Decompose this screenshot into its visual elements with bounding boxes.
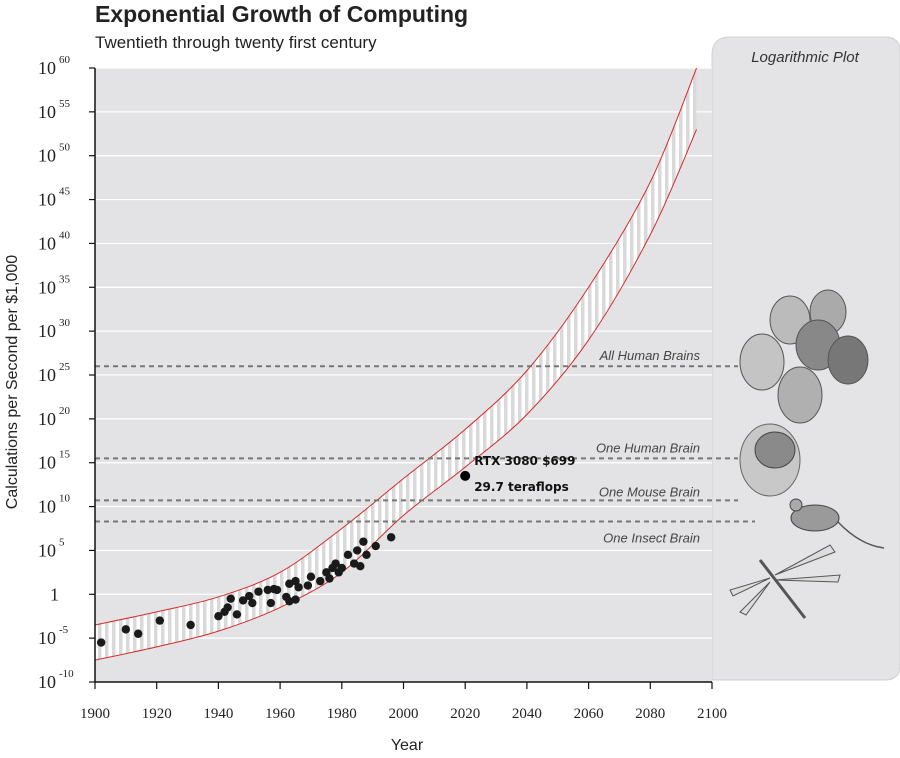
- data-point: [331, 559, 340, 568]
- data-point: [303, 581, 313, 590]
- panel-label: Logarithmic Plot: [751, 49, 859, 66]
- data-point: [337, 563, 346, 573]
- reference-lines: All Human Brains One Human Brain One Mouse…: [95, 348, 755, 545]
- x-tick-label: 1980: [327, 706, 357, 722]
- grid-lines: [95, 67, 712, 683]
- x-tick-label: 1960: [265, 706, 295, 722]
- data-point: [266, 598, 276, 608]
- y-tick-label: 10: [38, 102, 56, 122]
- data-point: [263, 585, 272, 595]
- y-tick-label: 10: [38, 453, 56, 473]
- y-tick-exponent: 60: [59, 54, 71, 66]
- y-tick-label: 10: [38, 409, 56, 429]
- y-tick-exponent: 55: [59, 98, 71, 110]
- y-tick-exponent: 50: [59, 142, 71, 154]
- data-point: [386, 533, 396, 542]
- reference-label: One Human Brain: [596, 440, 700, 455]
- x-tick-label: 2020: [450, 706, 480, 722]
- y-tick-label: 10: [38, 365, 56, 385]
- dragonfly-illustration: [729, 544, 841, 619]
- data-point: [248, 598, 257, 608]
- x-tick-label: 1940: [203, 706, 233, 722]
- data-point: [232, 610, 242, 619]
- x-tick-label: 2040: [512, 706, 542, 722]
- y-tick-label: 1: [50, 584, 59, 604]
- y-tick-label: 10: [38, 540, 56, 560]
- data-point: [155, 616, 164, 625]
- brain-head-illustration: [739, 423, 801, 497]
- data-point: [226, 594, 235, 603]
- y-tick-exponent: 45: [59, 186, 71, 198]
- data-point: [294, 583, 303, 592]
- data-point: [356, 562, 365, 571]
- data-point: [316, 576, 325, 586]
- y-tick-label: 10: [38, 146, 56, 166]
- human-heads-illustration: [739, 289, 869, 424]
- x-ticks: 1900 1920 1940 1960 1980 2000 2020 2040 2060 2080…: [80, 682, 727, 722]
- y-tick-exponent: 35: [59, 273, 71, 285]
- data-point: [353, 546, 362, 555]
- y-tick-label: 10: [38, 628, 56, 648]
- trend-band-upper-edge: [95, 68, 698, 626]
- y-tick-label: 10: [38, 321, 56, 341]
- data-point: [359, 537, 368, 546]
- trend-band: [95, 68, 698, 661]
- data-point: [245, 591, 254, 601]
- reference-label: One Mouse Brain: [599, 484, 700, 499]
- y-tick-exponent: 20: [59, 405, 71, 417]
- y-tick-label: 10: [38, 233, 56, 253]
- reference-label: One Insect Brain: [603, 530, 700, 545]
- data-point: [325, 574, 334, 583]
- data-point: [96, 638, 106, 647]
- y-tick-exponent: 30: [59, 317, 71, 329]
- y-axis-label: Calculations per Second per $1,000: [4, 255, 21, 509]
- y-tick-exponent: 15: [59, 449, 71, 461]
- reference-label: All Human Brains: [599, 348, 701, 363]
- y-tick-exponent: -10: [59, 668, 74, 680]
- y-tick-label: 10: [38, 497, 56, 517]
- y-tick-label: 10: [38, 190, 56, 210]
- data-point: [223, 603, 232, 612]
- data-point: [133, 629, 143, 638]
- x-tick-label: 2000: [389, 706, 419, 722]
- x-tick-label: 1920: [142, 706, 172, 722]
- data-point: [371, 541, 380, 551]
- data-point: [238, 596, 248, 605]
- highlight-label-bottom: 29.7 teraflops: [474, 480, 569, 494]
- y-tick-label: 10: [38, 58, 56, 78]
- data-point: [272, 585, 282, 595]
- x-tick-label: 1900: [80, 706, 110, 722]
- x-tick-label: 2100: [697, 706, 727, 722]
- y-tick-exponent: 10: [59, 493, 71, 505]
- chart-title: Exponential Growth of Computing: [95, 1, 468, 27]
- data-point: [291, 595, 300, 604]
- mouse-illustration: [789, 498, 885, 549]
- highlight-group: RTX 3080 $699 29.7 teraflops: [460, 454, 575, 494]
- data-point: [343, 550, 353, 560]
- highlight-point: [460, 470, 471, 481]
- y-tick-label: 10: [38, 277, 56, 297]
- chart-subtitle: Twentieth through twenty first century: [95, 33, 377, 52]
- data-point: [254, 587, 263, 596]
- x-tick-label: 2060: [574, 706, 604, 722]
- data-points: [96, 533, 396, 647]
- highlight-label-top: RTX 3080 $699: [474, 454, 575, 468]
- data-point: [186, 620, 195, 630]
- data-point: [121, 625, 131, 634]
- trend-band-lower-edge: [95, 129, 698, 661]
- data-point: [214, 612, 223, 621]
- x-tick-label: 2080: [635, 706, 665, 722]
- data-point: [306, 572, 316, 581]
- y-tick-label: 10: [38, 672, 56, 692]
- y-tick-exponent: 40: [59, 229, 71, 241]
- data-point: [362, 550, 371, 560]
- y-tick-exponent: 25: [59, 361, 71, 373]
- y-tick-exponent: 5: [59, 536, 65, 548]
- y-tick-exponent: -5: [59, 624, 69, 636]
- x-axis-label: Year: [391, 737, 424, 754]
